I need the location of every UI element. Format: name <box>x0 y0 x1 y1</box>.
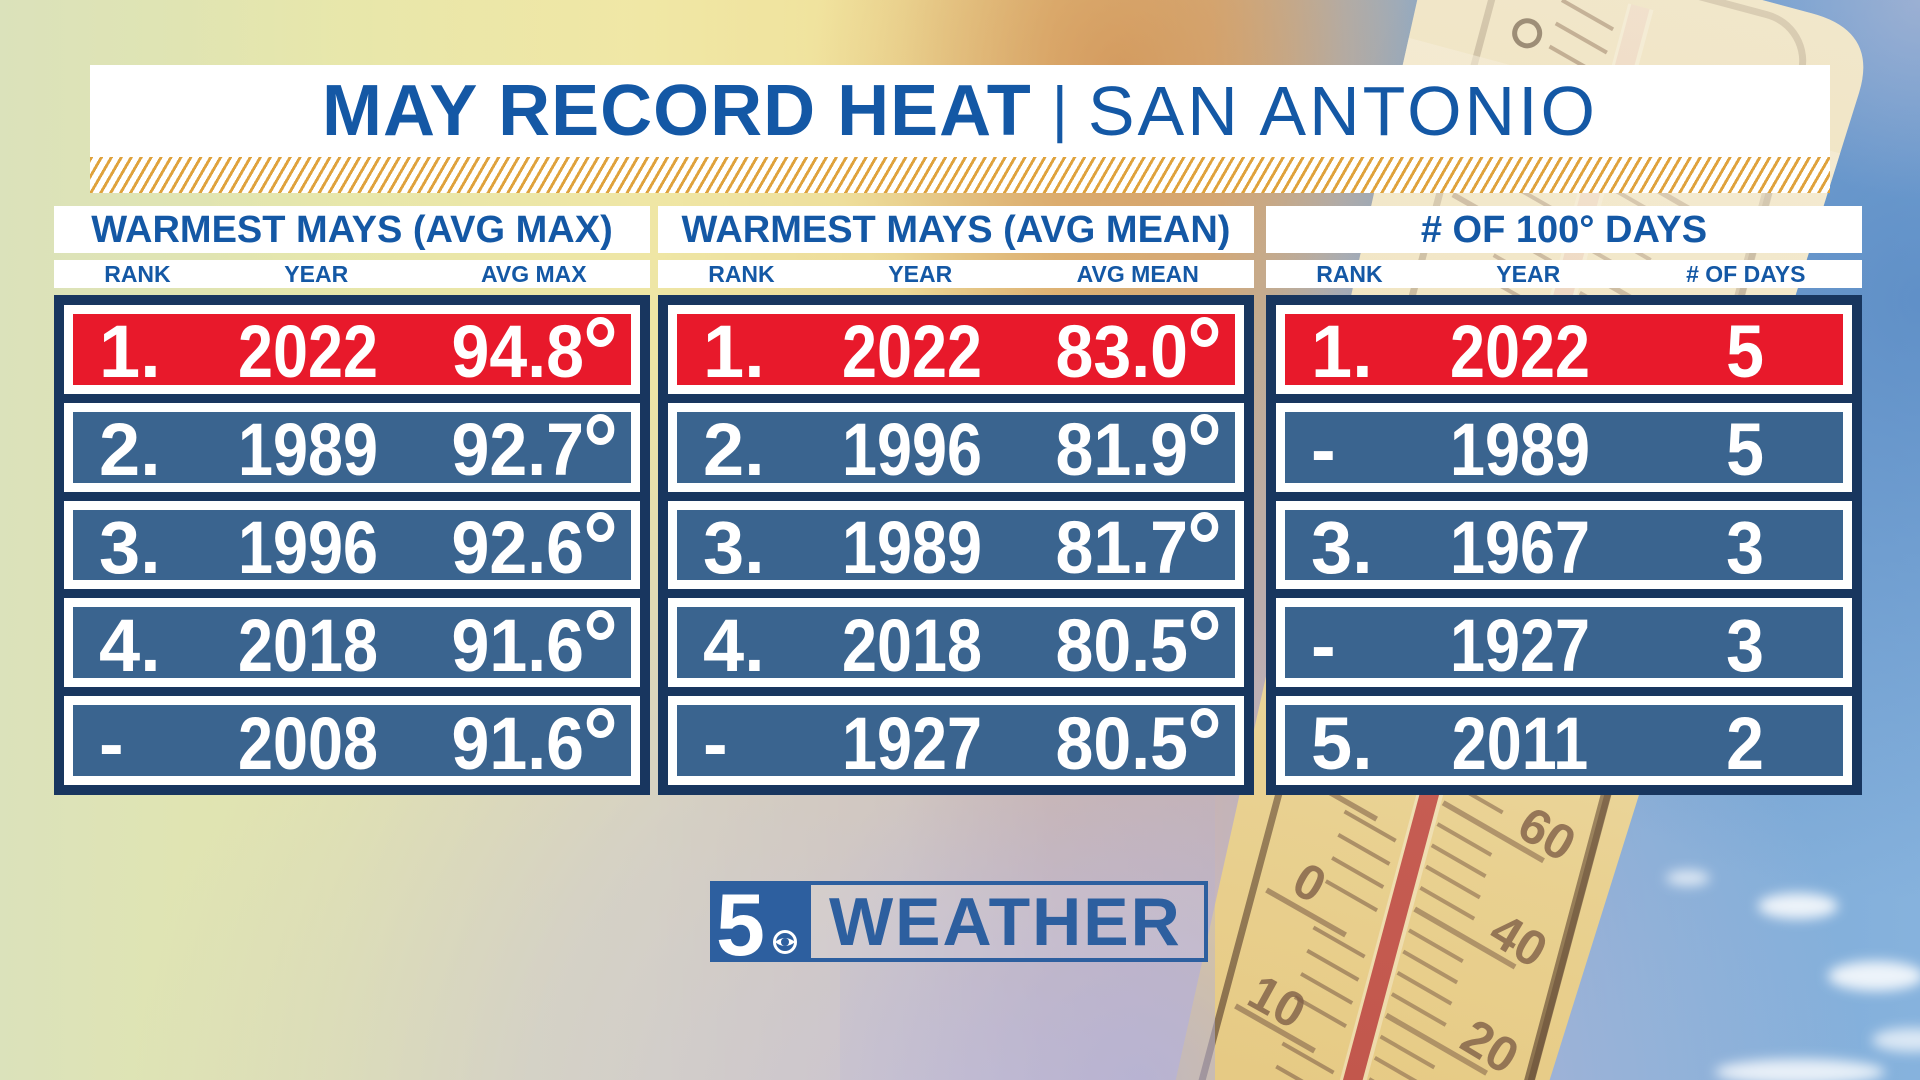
svg-text:5: 5 <box>716 881 765 962</box>
